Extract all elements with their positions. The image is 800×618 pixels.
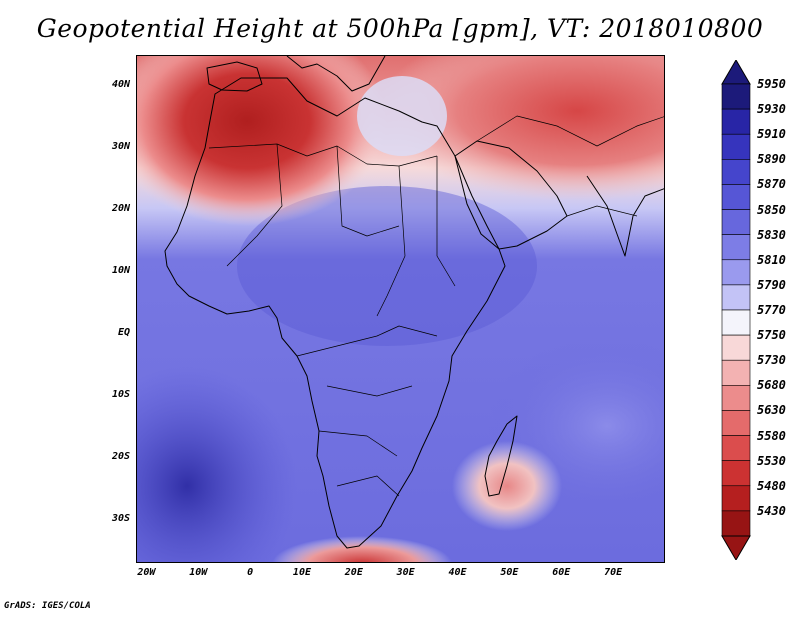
colorbar-level-label: 5730: [757, 353, 786, 368]
colorbar-level-label: 5850: [757, 202, 786, 217]
lon-tick-label: 50E: [500, 567, 519, 578]
field-central-ridge: [237, 186, 537, 346]
lat-tick-label: 30N: [111, 140, 130, 152]
lon-tick-label: 30E: [396, 567, 415, 578]
colorbar-swatch: [721, 359, 751, 386]
lon-tick-label: 20E: [344, 567, 363, 578]
colorbar-level-label: 5890: [757, 152, 786, 167]
map-plot-area: [136, 55, 665, 563]
arabia-coastline: [454, 140, 568, 250]
lat-tick-label: 10S: [111, 388, 130, 400]
lat-tick-label: 20S: [111, 450, 130, 462]
colorbar-swatch: [721, 284, 751, 311]
lon-tick-label: 70E: [604, 567, 623, 578]
colorbar-level-label: 5480: [757, 478, 786, 493]
colorbar-level-label: 5930: [757, 102, 786, 117]
map-svg: [137, 56, 664, 562]
colorbar-swatch: [721, 460, 751, 487]
lat-tick-label: 40N: [111, 78, 130, 90]
colorbar-level-label: 5810: [757, 252, 786, 267]
map-title: Geopotential Height at 500hPa [gpm], VT:…: [36, 14, 764, 43]
field-iberia-high: [137, 56, 387, 226]
colorbar-level-label: 5770: [757, 303, 786, 317]
colorbar-level-label: 5580: [757, 428, 786, 443]
colorbar: [721, 60, 751, 560]
colorbar-level-label: 5830: [757, 227, 786, 242]
colorbar-swatch: [721, 435, 751, 461]
colorbar-swatch: [721, 385, 751, 411]
colorbar-swatch: [721, 334, 751, 361]
colorbar-swatch: [721, 485, 751, 512]
colorbar-swatch: [721, 209, 751, 235]
lat-tick-label: 20N: [111, 202, 130, 214]
africa-coastline: [164, 77, 506, 549]
colorbar-swatch: [721, 83, 751, 110]
colorbar-swatch: [721, 234, 751, 261]
country-borders: [208, 115, 664, 497]
field-southwest-trough: [137, 366, 297, 562]
lon-tick-label: 60E: [552, 567, 571, 578]
colorbar-swatch: [721, 184, 751, 210]
colorbar-level-label: 5530: [757, 453, 786, 468]
colorbar-max-arrow: [721, 60, 751, 85]
lat-tick-label: EQ: [117, 326, 130, 338]
india-coastline: [586, 175, 664, 257]
lon-tick-label: 20W: [137, 567, 156, 578]
field-south-high: [272, 536, 452, 562]
madagascar-coastline: [484, 415, 518, 497]
europe-coastline: [206, 56, 386, 92]
lon-tick-label: 10E: [292, 567, 311, 578]
colorbar-level-label: 5870: [757, 177, 786, 192]
colorbar-level-label: 5950: [757, 77, 786, 91]
colorbar-swatch: [721, 309, 751, 336]
colorbar-swatch: [721, 410, 751, 436]
colorbar-level-label: 5680: [757, 378, 786, 393]
credit-text: GrADS: IGES/COLA: [4, 601, 91, 611]
colorbar-swatch: [721, 133, 751, 160]
field-mideast-high: [377, 56, 664, 201]
field-mediterranean-gap: [357, 76, 447, 156]
lon-tick-label: 40E: [448, 567, 467, 578]
field-madagascar-high: [452, 441, 562, 531]
colorbar-level-label: 5790: [757, 277, 786, 292]
colorbar-level-label: 5910: [757, 127, 786, 142]
colorbar-level-label: 5750: [757, 328, 786, 343]
colorbar-swatch: [721, 259, 751, 286]
colorbar-swatch: [721, 159, 751, 185]
colorbar-level-label: 5430: [757, 503, 786, 518]
lat-tick-label: 30S: [111, 512, 130, 524]
lon-tick-label: 0: [247, 567, 254, 578]
coastlines: [164, 56, 664, 549]
colorbar-swatch: [721, 510, 751, 537]
colorbar-min-arrow: [721, 535, 751, 560]
lat-tick-label: 10N: [111, 264, 130, 276]
colorbar-swatch: [721, 108, 751, 135]
colorbar-level-label: 5630: [757, 403, 786, 418]
lon-tick-label: 10W: [189, 567, 208, 578]
